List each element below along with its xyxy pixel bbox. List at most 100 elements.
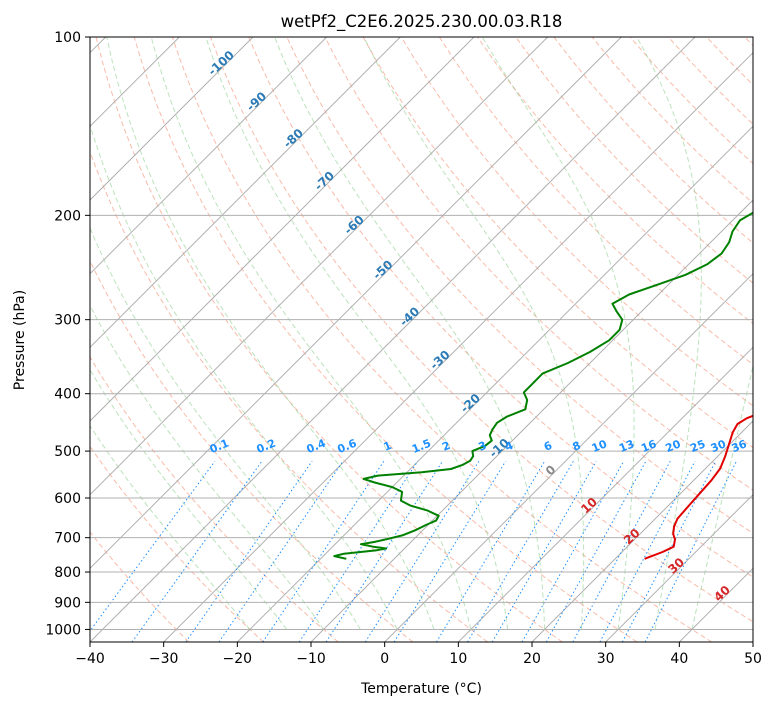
isotherm-label: -30 (427, 348, 452, 373)
moist-adiabat (90, 368, 288, 630)
x-tick-label: 40 (670, 651, 688, 667)
dry-adiabat (744, 37, 753, 47)
moist-adiabat (636, 37, 702, 630)
x-tick-label: 30 (597, 651, 615, 667)
dry-adiabat (90, 259, 414, 642)
x-tick-label: 10 (449, 651, 467, 667)
mixing-ratio-labels: 0.1 0.2 0.4 0.6 1 1.5 2 3 4 6 8 10 13 16 20 25 30 36 (208, 437, 749, 456)
mixing-ratio-line (262, 460, 385, 642)
x-tick-label: −40 (75, 651, 105, 667)
dry-adiabat (668, 37, 753, 125)
mixing-ratio-line (491, 460, 597, 642)
background-lines (90, 37, 753, 642)
y-tick-label: 200 (54, 208, 81, 224)
y-axis-label: Pressure (hPa) (12, 290, 28, 390)
mixing-ratio-line (325, 460, 444, 642)
mixing-ratio-line (218, 460, 344, 642)
x-tick-label: 50 (744, 651, 762, 667)
dry-adiabat (400, 37, 753, 407)
moist-adiabat (481, 37, 635, 630)
x-tick-label: 0 (380, 651, 389, 667)
isotherm (90, 37, 549, 496)
isotherm (236, 125, 753, 642)
dry-adiabat (591, 37, 753, 204)
mixing-ratio-label: 8 (571, 439, 583, 454)
dry-adiabat (362, 37, 753, 449)
dry-adiabat (90, 356, 339, 642)
isotherm-label: -70 (312, 168, 337, 193)
dry-adiabat (90, 150, 488, 642)
isotherm (90, 37, 401, 349)
y-tick-label: 500 (54, 444, 81, 460)
mixing-ratio-line (599, 460, 696, 642)
moist-adiabat (205, 37, 509, 630)
mixing-ratio-line (393, 460, 507, 642)
mixing-ratio-line (364, 460, 480, 642)
isotherm (310, 199, 753, 642)
isotherm (90, 37, 475, 422)
moist-adiabat (274, 37, 546, 630)
y-tick-label: 400 (54, 387, 81, 403)
isotherm (90, 37, 328, 275)
dry-adiabat (90, 445, 264, 642)
moist-adiabat (150, 37, 472, 630)
isotherm (90, 37, 696, 642)
mixing-ratio-label: 0.2 (255, 437, 278, 456)
y-axis: 100 200 300 400 500 600 700 800 900 1000 (45, 30, 90, 638)
isotherm (678, 567, 753, 642)
mixing-ratio-label: 0.1 (208, 437, 231, 456)
dry-adiabat (324, 37, 753, 491)
x-tick-label: −20 (223, 651, 253, 667)
mixing-ratio-label: 30 (709, 437, 728, 455)
y-tick-label: 800 (54, 565, 81, 581)
isotherm (90, 37, 254, 201)
mixing-ratio-label: 1.5 (410, 437, 433, 456)
dry-adiabat (477, 37, 753, 325)
isotherm-label: -80 (281, 126, 306, 151)
moist-adiabat (691, 363, 753, 630)
y-tick-label: 900 (54, 595, 81, 611)
moist-adiabat (90, 304, 325, 630)
mixing-ratio-label: 36 (730, 437, 749, 455)
mixing-ratio-line (545, 460, 647, 642)
mixing-ratio-line (131, 460, 263, 642)
isotherm-label: -100 (205, 48, 237, 79)
isotherm (457, 346, 753, 642)
isotherm (90, 37, 622, 570)
isotherm-label: 20 (621, 526, 643, 548)
mixing-ratio-label: 2 (440, 439, 452, 454)
mixing-ratio-label: 0.6 (336, 437, 359, 456)
y-tick-label: 300 (54, 313, 81, 329)
mixing-ratio-line (572, 460, 671, 642)
isotherm (163, 51, 753, 642)
y-tick-label: 1000 (45, 622, 81, 638)
moist-adiabat (363, 37, 585, 630)
mixing-ratio-line (435, 460, 546, 642)
dry-adiabat (248, 37, 753, 578)
mixing-ratio-label: 3 (476, 439, 488, 454)
y-tick-label: 700 (54, 531, 81, 547)
dry-adiabat (515, 37, 753, 284)
mixing-ratio-line (185, 460, 313, 642)
mixing-ratio-label: 10 (590, 437, 609, 455)
x-tick-label: 20 (523, 651, 541, 667)
temperature-profile (644, 414, 753, 560)
isotherm-label: -40 (397, 304, 422, 329)
mixing-ratio-line (644, 460, 737, 642)
x-tick-label: −30 (149, 651, 179, 667)
x-axis: −40 −30 −20 −10 0 10 20 30 40 50 (75, 642, 762, 667)
moist-adiabat (90, 123, 398, 630)
dewpoint-profile (333, 211, 753, 560)
mixing-ratio-line (467, 460, 574, 642)
y-tick-label: 600 (54, 491, 81, 507)
mixing-ratio-label: 13 (617, 437, 636, 455)
dry-adiabat (133, 37, 638, 642)
isotherm-label: -50 (370, 257, 395, 282)
dry-adiabat (706, 37, 753, 86)
dry-adiabat (90, 531, 190, 642)
plot-frame (89, 36, 754, 643)
moist-adiabat (106, 37, 435, 630)
isotherm-label: -60 (341, 212, 366, 237)
x-tick-label: −10 (296, 651, 326, 667)
